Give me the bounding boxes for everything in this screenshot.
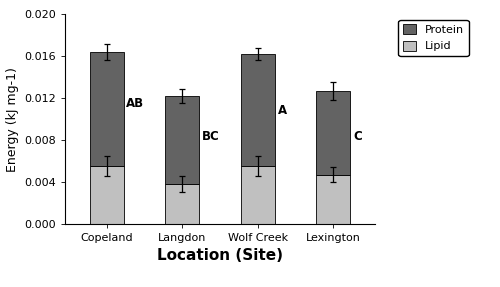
Bar: [316, 91, 350, 174]
Bar: [316, 174, 350, 224]
Bar: [165, 184, 199, 224]
Text: BC: BC: [202, 130, 220, 144]
Bar: [90, 166, 124, 224]
X-axis label: Location (Site): Location (Site): [157, 249, 283, 263]
Bar: [165, 96, 199, 184]
Y-axis label: Energy (kJ mg-1): Energy (kJ mg-1): [6, 67, 18, 172]
Legend: Protein, Lipid: Protein, Lipid: [398, 20, 468, 56]
Text: A: A: [278, 104, 286, 117]
Bar: [241, 54, 275, 166]
Text: C: C: [353, 130, 362, 144]
Bar: [90, 52, 124, 166]
Bar: [241, 166, 275, 224]
Text: AB: AB: [126, 97, 144, 110]
